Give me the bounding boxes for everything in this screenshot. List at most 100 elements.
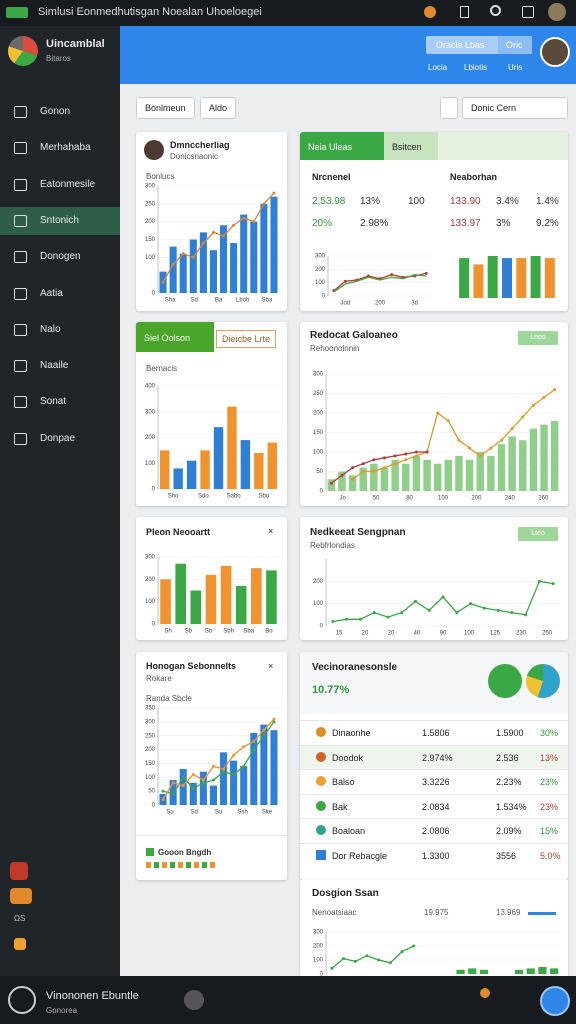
avatar[interactable] (548, 3, 566, 21)
menu-item[interactable]: Sntonich (0, 206, 120, 235)
header-link[interactable]: Uris (508, 63, 523, 72)
menu-text: Sonat (40, 396, 67, 408)
point (201, 778, 205, 782)
card: Dosgion Ssan Nenoatsiaac 19.975 13.969 0… (300, 880, 568, 976)
menu-icon (14, 178, 27, 191)
point (372, 611, 376, 615)
card-title: Redocat Galoaneo (310, 330, 398, 341)
point (351, 466, 355, 470)
menu-item[interactable]: Aatia (0, 280, 120, 308)
bar (550, 420, 559, 491)
cell: Boaloan (332, 826, 366, 836)
menu-button[interactable] (440, 97, 458, 119)
metric: 100 (408, 196, 425, 207)
y-tick-label: 0 (320, 624, 324, 630)
menu-item[interactable]: Merhahaba (0, 134, 120, 162)
tab[interactable]: Neia Uleas (300, 132, 384, 160)
close-icon[interactable]: × (268, 526, 274, 536)
x-tick-label: Ssh (238, 810, 248, 816)
bar (459, 258, 470, 298)
toolbar-button[interactable]: Bonlmeun (136, 97, 195, 119)
point (343, 279, 347, 283)
y-tick-label: 150 (145, 761, 156, 767)
point (161, 797, 165, 801)
point (412, 944, 416, 948)
card-subtitle: Rehoonolnnin (310, 344, 360, 353)
point (252, 220, 256, 224)
header-link[interactable]: Locia (428, 63, 448, 72)
x-tick-label: 230 (516, 631, 527, 637)
header-button[interactable]: Oric (498, 36, 532, 54)
point (181, 775, 185, 779)
cell: 2.536 (496, 752, 519, 763)
x-tick-label: Sabo (227, 494, 242, 500)
grid-icon[interactable] (522, 6, 534, 18)
menu-item[interactable]: Eatonmesile (0, 171, 120, 199)
bar (423, 459, 431, 491)
x-tick-label: 40 (414, 631, 421, 637)
metric: 133.97 (450, 218, 481, 229)
stat: 13.969 (496, 908, 521, 917)
tab[interactable]: Dieicbe Lrte (216, 330, 276, 348)
card: Dmnccherliag Donicsnaonic Bonlucs 0 100 15… (136, 132, 287, 311)
app-icon[interactable] (10, 862, 28, 880)
card-title: Pleon Neooartt (146, 527, 211, 537)
doc-icon[interactable] (460, 6, 469, 18)
point (414, 454, 418, 458)
point (252, 739, 256, 743)
x-tick-label: 3d (411, 301, 418, 307)
point (361, 462, 365, 466)
y-tick-label: 100 (145, 775, 156, 781)
point (365, 954, 369, 958)
bar (220, 225, 228, 293)
bar (220, 565, 232, 624)
y-tick-label: 0 (152, 487, 156, 493)
x-tick-label: Ske (262, 810, 273, 816)
search-icon[interactable] (490, 5, 501, 16)
notification-icon[interactable] (424, 6, 436, 18)
menu-item[interactable]: Gonon (0, 98, 120, 126)
header-link[interactable]: Lbiotis (464, 63, 488, 72)
bar (260, 724, 268, 805)
y-tick-label: 200 (145, 577, 156, 583)
point (404, 452, 408, 456)
point (242, 745, 246, 749)
menu-item[interactable]: Sonat (0, 388, 120, 416)
assistant-button[interactable] (540, 986, 570, 1016)
row-icon (316, 776, 326, 786)
bar (544, 258, 555, 298)
x-tick-label: 250 (542, 631, 553, 637)
bar (487, 455, 495, 491)
point (413, 599, 417, 603)
y-tick-label: 300 (313, 930, 324, 936)
bar (209, 250, 217, 293)
menu-item[interactable]: Donogen (0, 243, 120, 271)
bar (338, 471, 346, 491)
toolbar-button[interactable]: Aldo (200, 97, 237, 119)
app-icon[interactable] (10, 888, 32, 904)
point (366, 274, 370, 278)
menu-item[interactable]: Nalo (0, 316, 120, 344)
point (400, 950, 404, 954)
point (329, 481, 333, 485)
stat: 19.975 (424, 908, 449, 917)
point (372, 470, 376, 473)
app-icon[interactable] (14, 938, 26, 950)
user-avatar[interactable] (540, 37, 570, 67)
y-tick-label: 250 (145, 201, 156, 207)
close-icon[interactable]: × (268, 661, 274, 671)
bar (456, 969, 465, 974)
cell: 3.3226 (422, 777, 450, 787)
select[interactable]: Donic Cern (462, 97, 568, 119)
point (393, 454, 397, 458)
menu-item[interactable]: Naaile (0, 352, 120, 380)
bar (391, 459, 399, 491)
tab[interactable]: Siel Oolson (136, 322, 214, 352)
point (262, 734, 266, 738)
x-tick-label: Sd (191, 298, 198, 304)
point (272, 191, 276, 195)
menu-item[interactable]: Donpae (0, 425, 120, 453)
tab[interactable]: Bsitcen (384, 132, 438, 160)
bar (213, 427, 224, 489)
more-button[interactable] (184, 990, 204, 1010)
